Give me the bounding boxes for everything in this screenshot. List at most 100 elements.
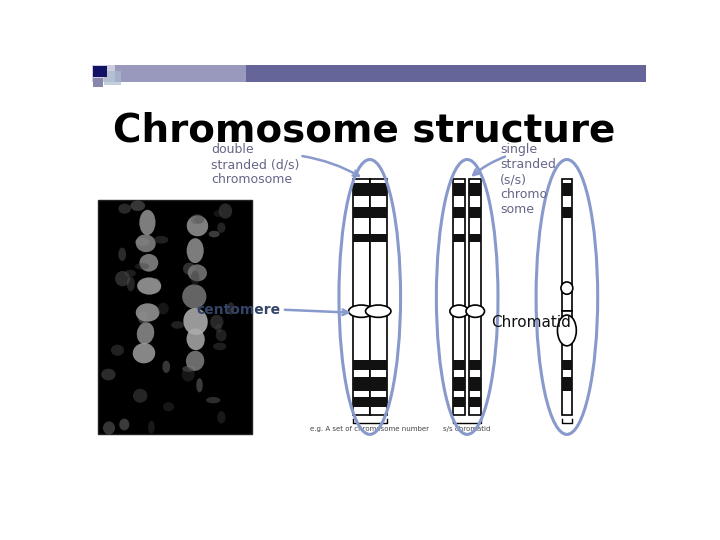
Bar xyxy=(353,207,370,218)
Ellipse shape xyxy=(186,351,204,371)
Ellipse shape xyxy=(135,263,149,269)
Bar xyxy=(453,183,465,197)
Bar xyxy=(92,82,647,88)
Bar xyxy=(469,207,482,218)
Bar xyxy=(469,397,482,407)
Ellipse shape xyxy=(197,378,203,393)
Bar xyxy=(469,183,482,197)
Ellipse shape xyxy=(171,321,184,329)
Bar xyxy=(353,311,370,415)
Ellipse shape xyxy=(216,329,227,341)
Text: e.g. A set of chromosome number: e.g. A set of chromosome number xyxy=(310,426,429,432)
Ellipse shape xyxy=(138,311,148,323)
Ellipse shape xyxy=(181,367,194,382)
Bar xyxy=(94,78,104,87)
Ellipse shape xyxy=(466,305,485,318)
Bar xyxy=(469,377,482,392)
Ellipse shape xyxy=(188,265,207,281)
Ellipse shape xyxy=(138,278,161,295)
Ellipse shape xyxy=(118,204,131,214)
Bar xyxy=(453,179,465,311)
Bar xyxy=(353,360,370,370)
Ellipse shape xyxy=(217,411,225,423)
Ellipse shape xyxy=(158,303,168,314)
Ellipse shape xyxy=(217,222,225,233)
Ellipse shape xyxy=(191,271,199,286)
Bar xyxy=(453,397,465,407)
Bar xyxy=(353,377,370,392)
Ellipse shape xyxy=(163,361,170,373)
Ellipse shape xyxy=(127,276,135,291)
Bar xyxy=(562,360,572,370)
Ellipse shape xyxy=(214,210,223,217)
Ellipse shape xyxy=(103,421,115,435)
Ellipse shape xyxy=(154,236,168,244)
Bar xyxy=(370,179,387,311)
Bar xyxy=(370,397,387,407)
Ellipse shape xyxy=(132,343,156,363)
Ellipse shape xyxy=(111,345,124,356)
Ellipse shape xyxy=(366,305,391,318)
Bar xyxy=(104,71,121,85)
Text: s/s chromatid: s/s chromatid xyxy=(444,426,491,432)
Ellipse shape xyxy=(136,303,160,322)
Bar xyxy=(353,179,370,311)
Bar xyxy=(469,311,482,415)
Bar xyxy=(370,183,387,197)
Bar xyxy=(562,179,572,311)
Bar xyxy=(370,311,387,415)
Bar xyxy=(453,360,465,370)
Ellipse shape xyxy=(115,271,130,286)
Bar xyxy=(453,207,465,218)
Bar xyxy=(353,234,370,242)
Text: single
stranded
(s/s)
chromo
some: single stranded (s/s) chromo some xyxy=(500,143,556,217)
Text: double
stranded (d/s)
chromosome: double stranded (d/s) chromosome xyxy=(211,143,300,186)
Ellipse shape xyxy=(130,200,145,211)
Ellipse shape xyxy=(213,343,226,350)
Ellipse shape xyxy=(152,278,161,293)
Bar xyxy=(353,183,370,197)
Bar xyxy=(562,207,572,218)
Ellipse shape xyxy=(561,282,573,294)
Ellipse shape xyxy=(118,248,126,261)
Ellipse shape xyxy=(102,369,116,380)
Bar xyxy=(370,360,387,370)
Ellipse shape xyxy=(136,308,149,315)
Bar xyxy=(453,377,465,392)
Ellipse shape xyxy=(137,322,154,345)
Ellipse shape xyxy=(135,238,150,246)
Ellipse shape xyxy=(183,262,196,275)
Ellipse shape xyxy=(182,285,207,309)
Ellipse shape xyxy=(133,389,148,403)
Bar xyxy=(353,397,370,407)
Ellipse shape xyxy=(348,305,374,318)
Ellipse shape xyxy=(450,305,468,318)
Ellipse shape xyxy=(219,204,232,219)
Ellipse shape xyxy=(125,270,136,277)
Ellipse shape xyxy=(184,308,208,335)
Bar xyxy=(562,183,572,197)
Bar xyxy=(115,65,647,82)
Ellipse shape xyxy=(148,421,155,434)
Bar xyxy=(453,234,465,242)
Ellipse shape xyxy=(228,302,235,315)
Bar xyxy=(562,377,572,392)
Bar xyxy=(370,234,387,242)
Ellipse shape xyxy=(215,324,222,333)
Bar xyxy=(246,65,647,82)
Ellipse shape xyxy=(186,215,208,237)
Bar xyxy=(469,234,482,242)
Ellipse shape xyxy=(206,397,220,403)
Ellipse shape xyxy=(135,234,156,252)
Text: Chromosome structure: Chromosome structure xyxy=(113,111,616,149)
Bar xyxy=(370,207,387,218)
Bar xyxy=(562,311,572,415)
Bar xyxy=(453,311,465,415)
Bar xyxy=(92,65,647,82)
Ellipse shape xyxy=(194,215,204,224)
Bar xyxy=(469,360,482,370)
Bar xyxy=(469,179,482,311)
Ellipse shape xyxy=(186,238,204,263)
Ellipse shape xyxy=(209,231,220,237)
Ellipse shape xyxy=(140,254,158,272)
